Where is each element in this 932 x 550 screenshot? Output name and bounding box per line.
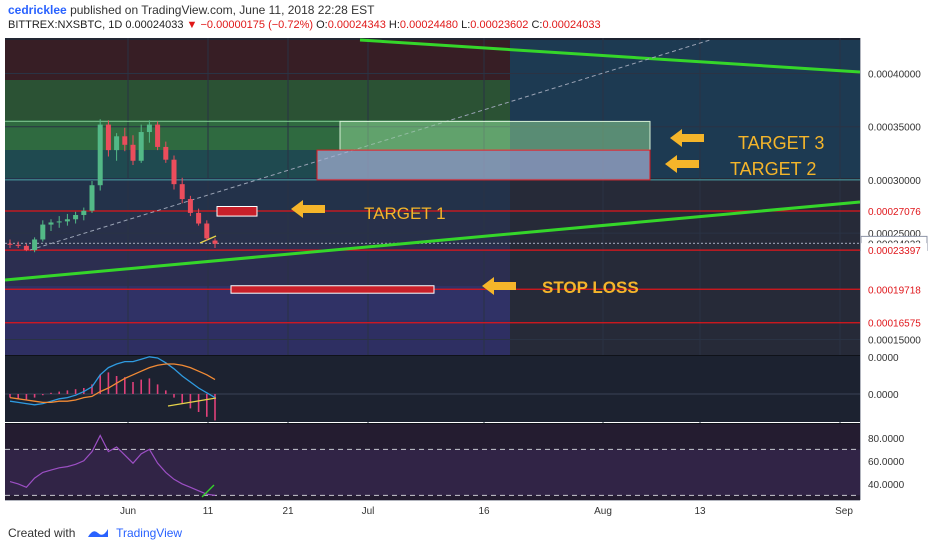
target3-zone: [339, 120, 651, 151]
arrow-target1-icon: [291, 200, 325, 218]
price-level-tag: [861, 204, 927, 219]
price-level-label: 0.00023397: [868, 246, 921, 257]
candle-body: [171, 159, 177, 185]
rsi-line: [9, 434, 216, 496]
annotation-target3: TARGET 3: [738, 133, 824, 153]
support-trendline: [4, 200, 861, 282]
candle-body: [48, 222, 54, 225]
tradingview-link[interactable]: TradingView: [116, 526, 183, 540]
rsi-band-fill: [5, 449, 860, 496]
y-tick-label: 0.00015000: [868, 335, 921, 346]
candle-body: [196, 212, 202, 224]
target2-zone: [316, 149, 651, 181]
y-tick-label: 0.00025000: [868, 229, 921, 240]
stop-loss-box: [230, 285, 435, 294]
candle-body: [155, 124, 161, 147]
candle-body: [97, 124, 103, 186]
y-tick-label: 0.00040000: [868, 70, 921, 81]
macd-line: [9, 356, 216, 406]
symbol-label: BITTREX:NXSBTC, 1D: [8, 19, 123, 31]
candle-body: [187, 199, 193, 213]
macd-tick-label: 0.0000: [868, 353, 899, 364]
close-value: 0.00024033: [542, 19, 601, 31]
candle-body: [15, 244, 21, 246]
candles: [7, 119, 218, 253]
price-level-label: 0.00027076: [868, 207, 921, 218]
rsi-divergence-line: [201, 484, 215, 498]
candle-body: [40, 224, 46, 240]
price-level-tag: [861, 282, 927, 297]
annotation-target1: TARGET 1: [364, 204, 446, 223]
price-axis: [860, 38, 932, 500]
resistance-trendline: [359, 38, 861, 74]
price-level-tag: [861, 315, 927, 330]
open-value: 0.00024343: [327, 19, 386, 31]
candle-body: [56, 221, 62, 223]
price-level-tag: [861, 243, 927, 258]
ohlc-legend: BITTREX:NXSBTC, 1D 0.00024033 ▼ −0.00000…: [8, 19, 601, 31]
macd-tick-label: 0.0000: [868, 390, 899, 401]
zone-upper: [5, 80, 510, 120]
target1-box: [216, 205, 258, 217]
arrow-target3-icon: [670, 129, 704, 147]
x-tick-label: Jun: [120, 506, 136, 517]
candle-body: [32, 239, 38, 251]
created-with-text: Created with: [8, 526, 76, 540]
price-change: −0.00000175 (−0.72%): [200, 19, 314, 31]
candle-body: [81, 210, 87, 216]
arrow-target2-icon: [665, 155, 699, 173]
x-tick-label: 11: [203, 506, 214, 517]
x-tick-label: Aug: [594, 506, 612, 517]
x-tick-label: Jul: [362, 506, 375, 517]
x-tick-label: Sep: [835, 506, 853, 517]
zone-right-dark: [510, 178, 860, 355]
price-level-label: 0.00019718: [868, 285, 921, 296]
candle-body: [146, 124, 152, 133]
zone-low-b: [5, 246, 510, 286]
price-level-label: 0.00016575: [868, 319, 921, 330]
author-name[interactable]: cedricklee: [8, 3, 67, 17]
divergence-line: [199, 235, 217, 244]
candle-body: [23, 245, 29, 251]
candle-body: [7, 243, 13, 245]
candle-body: [138, 132, 144, 161]
candle-body: [114, 136, 120, 151]
annotation-target2: TARGET 2: [730, 159, 816, 179]
candle-body: [64, 219, 70, 222]
arrow-stop-loss-icon: [482, 277, 516, 295]
candle-body: [122, 136, 128, 145]
high-value: 0.00024480: [399, 19, 459, 31]
down-triangle-icon: ▼: [186, 19, 198, 31]
macd-signal-line: [9, 363, 216, 404]
candle-body: [73, 215, 79, 220]
x-tick-label: 21: [282, 506, 294, 517]
footer: Created with TradingView: [8, 526, 182, 541]
y-tick-label: 0.00030000: [868, 176, 921, 187]
candle-body: [163, 146, 169, 160]
candle-body: [179, 184, 185, 200]
candle-body: [89, 185, 95, 211]
candle-body: [204, 223, 210, 239]
candle-body: [212, 240, 218, 244]
publish-text: published on TradingView.com, June 11, 2…: [70, 3, 375, 17]
x-tick-label: 16: [478, 506, 490, 517]
x-tick-label: 13: [694, 506, 706, 517]
low-value: 0.00023602: [470, 19, 529, 31]
publish-info: cedricklee published on TradingView.com,…: [8, 3, 375, 17]
y-tick-label: 0.00035000: [868, 123, 921, 134]
tradingview-logo-icon: [87, 526, 109, 541]
rsi-tick-label: 60.0000: [868, 457, 905, 468]
candle-body: [105, 124, 111, 151]
time-axis: [5, 500, 860, 520]
zone-bottom: [5, 320, 510, 355]
rsi-tick-label: 40.0000: [868, 480, 905, 491]
annotation-stop-loss: STOP LOSS: [542, 278, 639, 297]
candle-body: [130, 144, 136, 161]
last-price: 0.00024033: [125, 19, 184, 31]
rsi-tick-label: 80.0000: [868, 434, 905, 445]
macd-divergence-line: [167, 397, 217, 407]
